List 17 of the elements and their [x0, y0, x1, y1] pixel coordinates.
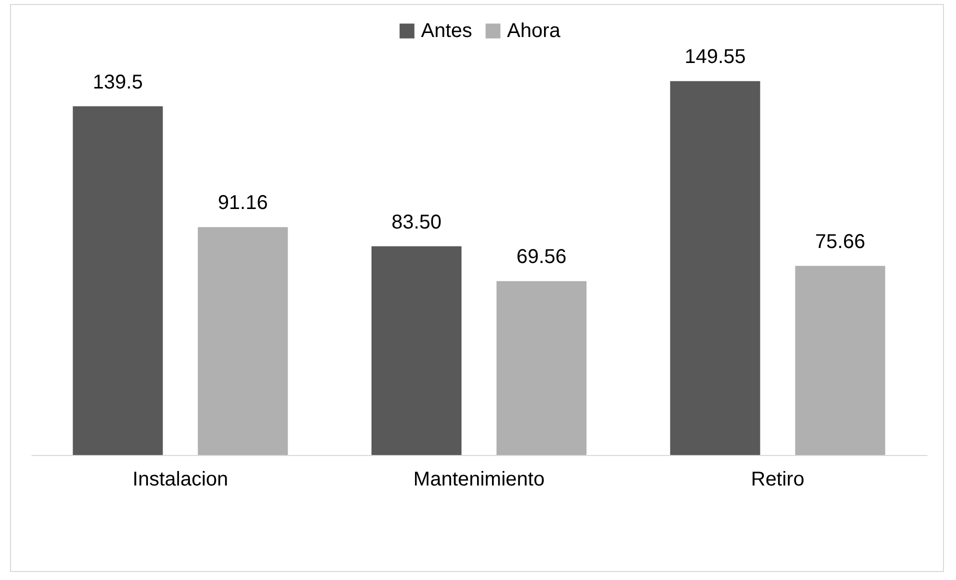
bar: [496, 281, 587, 455]
data-label: 83.50: [391, 211, 442, 234]
bar: [795, 266, 886, 455]
legend-label: Ahora: [507, 20, 562, 42]
bar: [371, 246, 462, 455]
data-label: 69.56: [516, 246, 567, 268]
data-label: 139.5: [92, 71, 143, 94]
bar: [670, 81, 760, 455]
x-tick-label: Retiro: [750, 468, 804, 490]
legend-label: Antes: [421, 20, 472, 42]
bar: [72, 106, 163, 455]
data-label: 149.55: [684, 46, 746, 68]
x-tick-label: Mantenimiento: [413, 468, 545, 490]
data-label: 75.66: [815, 230, 866, 253]
x-tick-label: Instalacion: [132, 468, 228, 490]
data-label: 91.16: [218, 192, 268, 214]
bar: [198, 227, 288, 455]
